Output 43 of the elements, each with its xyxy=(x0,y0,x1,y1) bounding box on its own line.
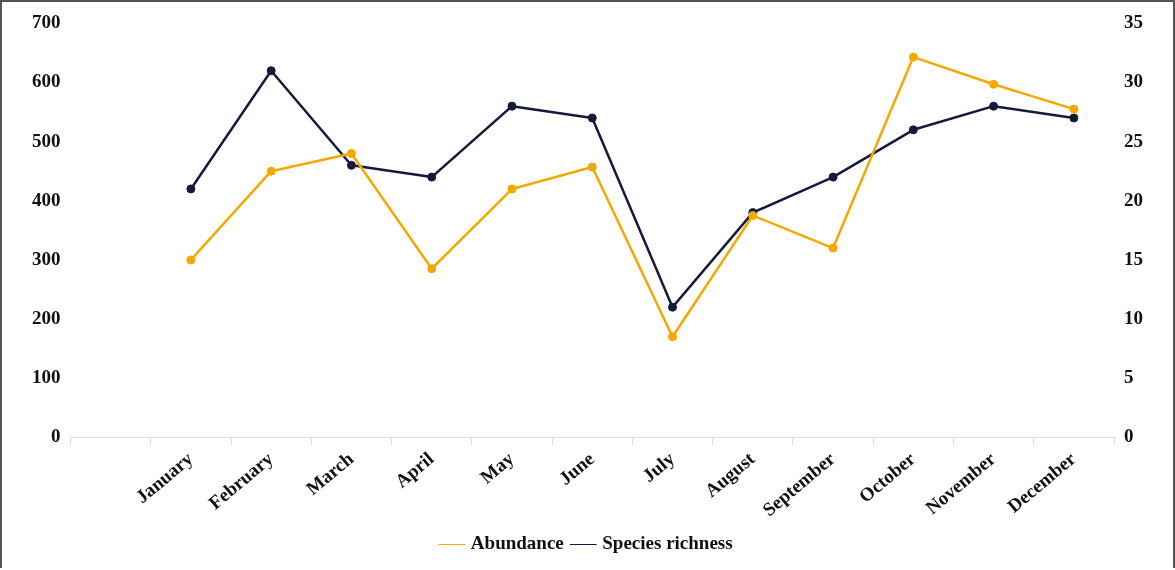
point xyxy=(828,172,838,182)
x-tick-label: June xyxy=(554,447,598,489)
point xyxy=(427,172,437,182)
point xyxy=(828,243,838,253)
point xyxy=(587,113,597,123)
point xyxy=(989,101,999,111)
point xyxy=(1069,113,1079,123)
legend-label: Abundance xyxy=(470,532,564,554)
point xyxy=(266,66,276,76)
point xyxy=(1069,104,1079,114)
point xyxy=(908,52,918,62)
x-tick-label: July xyxy=(638,447,679,487)
y2-tick-label: 15 xyxy=(1124,247,1143,269)
point xyxy=(507,184,517,194)
x-tick-label: May xyxy=(475,447,519,488)
point xyxy=(587,162,597,172)
point xyxy=(908,125,918,135)
point xyxy=(668,332,678,342)
y-tick-label: 100 xyxy=(32,366,61,388)
point xyxy=(186,184,196,194)
point xyxy=(346,160,356,170)
legend-label: Species richness xyxy=(602,532,733,554)
y2-tick-label: 0 xyxy=(1124,425,1134,447)
y-tick-label: 700 xyxy=(32,11,61,33)
point xyxy=(266,166,276,176)
y2-tick-label: 30 xyxy=(1124,70,1143,92)
point xyxy=(507,101,517,111)
point xyxy=(346,148,356,158)
y2-tick-label: 20 xyxy=(1124,188,1143,210)
y2-tick-label: 25 xyxy=(1124,129,1143,151)
y-tick-label: 200 xyxy=(32,306,61,328)
point xyxy=(186,255,196,265)
y-tick-label: 600 xyxy=(32,70,61,92)
point xyxy=(427,264,437,274)
y-tick-label: 300 xyxy=(32,247,61,269)
point xyxy=(668,302,678,312)
y2-tick-label: 10 xyxy=(1124,306,1143,328)
y-tick-label: 0 xyxy=(51,425,61,447)
y-tick-label: 500 xyxy=(32,129,61,151)
y2-tick-label: 35 xyxy=(1124,11,1143,33)
y-tick-label: 400 xyxy=(32,188,61,210)
point xyxy=(989,79,999,89)
y2-tick-label: 5 xyxy=(1124,366,1134,388)
